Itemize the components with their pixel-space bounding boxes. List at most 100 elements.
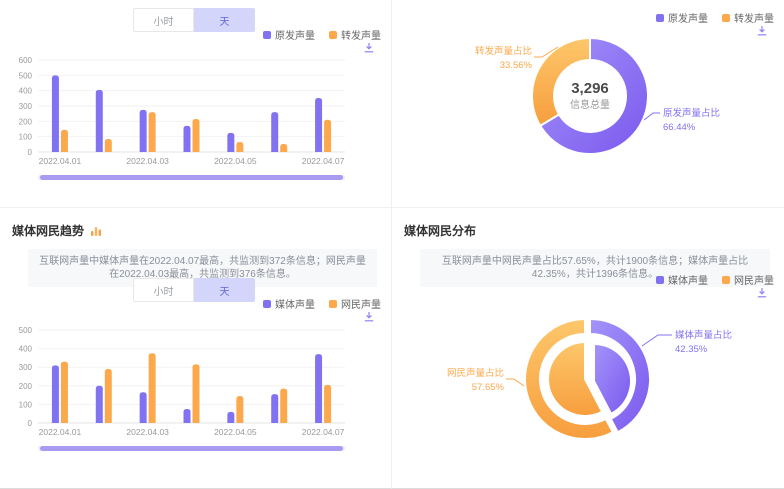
bar[interactable] bbox=[315, 354, 323, 423]
bar-chart-icon bbox=[91, 226, 102, 236]
y-axis-tick: 600 bbox=[19, 56, 33, 65]
y-axis-tick: 400 bbox=[19, 345, 33, 354]
legend-swatch bbox=[263, 30, 271, 39]
legend-label: 原发声量 bbox=[275, 31, 315, 42]
legend-label: 网民声量 bbox=[341, 300, 381, 311]
scrollbar-thumb[interactable] bbox=[40, 175, 343, 180]
bar-chart-orig-repost: 0 100 200 300 400 500 600 2022.04.01 2022.04.03 2… bbox=[19, 56, 345, 166]
bar[interactable] bbox=[183, 125, 191, 152]
bar[interactable] bbox=[51, 75, 59, 152]
legend-swatch bbox=[263, 299, 271, 308]
legend-label: 媒体声量 bbox=[275, 300, 315, 311]
time-granularity-toggle: 小时 天 bbox=[133, 278, 255, 302]
bar[interactable] bbox=[104, 138, 112, 152]
donut-slice[interactable] bbox=[524, 317, 615, 440]
legend-item[interactable]: 网民声量 bbox=[722, 272, 774, 287]
y-axis-tick: 300 bbox=[19, 102, 33, 111]
chart-legend: 媒体声量 网民声量 bbox=[656, 272, 774, 287]
y-axis-tick: 200 bbox=[19, 117, 33, 126]
legend-item[interactable]: 转发声量 bbox=[722, 10, 774, 25]
panel-title: 媒体网民趋势 bbox=[12, 224, 85, 238]
bar[interactable] bbox=[315, 98, 323, 152]
toggle-hour-button[interactable]: 小时 bbox=[133, 8, 194, 32]
toggle-day-button[interactable]: 天 bbox=[194, 278, 255, 302]
bar[interactable] bbox=[60, 361, 68, 423]
chart-legend: 原发声量 转发声量 bbox=[656, 10, 774, 25]
chart-scrollbar[interactable] bbox=[38, 446, 345, 451]
y-axis-tick: 100 bbox=[19, 133, 33, 142]
legend-item[interactable]: 网民声量 bbox=[329, 296, 381, 311]
legend-item[interactable]: 媒体声量 bbox=[656, 272, 708, 287]
y-axis-tick: 0 bbox=[28, 419, 33, 428]
bar[interactable] bbox=[227, 411, 235, 423]
bar[interactable] bbox=[95, 385, 103, 423]
bar[interactable] bbox=[280, 388, 288, 423]
y-axis-tick: 0 bbox=[28, 148, 33, 157]
legend-swatch bbox=[656, 275, 664, 284]
bar[interactable] bbox=[104, 369, 112, 423]
x-axis-tick: 2022.04.01 bbox=[39, 156, 82, 166]
download-icon-glyph bbox=[757, 26, 767, 36]
download-icon[interactable] bbox=[754, 25, 770, 39]
bar[interactable] bbox=[95, 89, 103, 152]
donut-center-label: 信息总量 bbox=[570, 98, 610, 111]
panel-orig-repost-distribution: 原发声量 转发声量 转发声量占比 33.56% 原发声量占比 66.44% bbox=[392, 0, 784, 208]
y-axis-tick: 500 bbox=[19, 71, 33, 80]
summary-text: 互联网声量中网民声量占比57.65%，共计1900条信息；媒体声量占比42.35… bbox=[420, 249, 770, 287]
donut-slice[interactable] bbox=[538, 36, 649, 155]
bar[interactable] bbox=[280, 144, 288, 152]
bar[interactable] bbox=[324, 119, 332, 152]
bar[interactable] bbox=[236, 396, 244, 423]
download-icon-glyph bbox=[364, 312, 374, 322]
legend-item[interactable]: 媒体声量 bbox=[263, 296, 315, 311]
download-icon[interactable] bbox=[361, 311, 377, 325]
legend-label: 网民声量 bbox=[734, 276, 774, 287]
legend-item[interactable]: 原发声量 bbox=[263, 27, 315, 42]
bar[interactable] bbox=[51, 365, 59, 423]
donut-slice[interactable] bbox=[531, 36, 591, 128]
pie-slice[interactable] bbox=[593, 342, 632, 416]
bar[interactable] bbox=[148, 353, 156, 423]
bar[interactable] bbox=[192, 119, 200, 152]
toggle-day-button[interactable]: 天 bbox=[194, 8, 255, 32]
toggle-hour-button[interactable]: 小时 bbox=[133, 278, 194, 302]
legend-swatch bbox=[722, 13, 730, 22]
x-axis-tick: 2022.04.05 bbox=[214, 427, 257, 437]
bar[interactable] bbox=[139, 392, 147, 423]
y-axis-tick: 300 bbox=[19, 363, 33, 372]
chart-legend: 原发声量 转发声量 bbox=[263, 27, 381, 42]
bar[interactable] bbox=[148, 112, 156, 152]
download-icon[interactable] bbox=[361, 42, 377, 56]
chart-legend: 媒体声量 网民声量 bbox=[263, 296, 381, 311]
chart-scrollbar[interactable] bbox=[38, 175, 345, 180]
y-axis-tick: 400 bbox=[19, 87, 33, 96]
bar[interactable] bbox=[60, 129, 68, 152]
callout-line-netizen bbox=[506, 378, 525, 387]
download-icon[interactable] bbox=[754, 287, 770, 301]
scrollbar-thumb[interactable] bbox=[40, 446, 343, 451]
callout-repost-value: 33.56% bbox=[500, 60, 533, 71]
bar[interactable] bbox=[192, 364, 200, 423]
x-axis-tick: 2022.04.03 bbox=[126, 427, 169, 437]
donut-slice[interactable] bbox=[589, 317, 651, 434]
legend-item[interactable]: 转发声量 bbox=[329, 27, 381, 42]
panel-orig-repost-trend: 小时 天 原发声量 转发声量 0 100 200 300 400 500 600 2022.04… bbox=[0, 0, 392, 208]
bar[interactable] bbox=[139, 109, 147, 152]
pie-slice[interactable] bbox=[547, 340, 604, 417]
x-axis-tick: 2022.04.05 bbox=[214, 156, 257, 166]
bar[interactable] bbox=[324, 384, 332, 423]
legend-item[interactable]: 原发声量 bbox=[656, 10, 708, 25]
bar[interactable] bbox=[236, 142, 244, 152]
bar[interactable] bbox=[227, 132, 235, 152]
legend-swatch bbox=[329, 299, 337, 308]
panel-media-netizen-distribution: 媒体网民分布 互联网声量中网民声量占比57.65%，共计1900条信息；媒体声量… bbox=[392, 208, 784, 489]
legend-swatch bbox=[722, 275, 730, 284]
bar[interactable] bbox=[183, 409, 191, 423]
x-axis-tick: 2022.04.01 bbox=[39, 427, 82, 437]
download-icon-glyph bbox=[364, 43, 374, 53]
bar[interactable] bbox=[271, 394, 279, 423]
x-axis-tick: 2022.04.03 bbox=[126, 156, 169, 166]
y-axis-tick: 200 bbox=[19, 382, 33, 391]
x-axis-tick: 2022.04.07 bbox=[302, 427, 345, 437]
bar[interactable] bbox=[271, 112, 279, 152]
